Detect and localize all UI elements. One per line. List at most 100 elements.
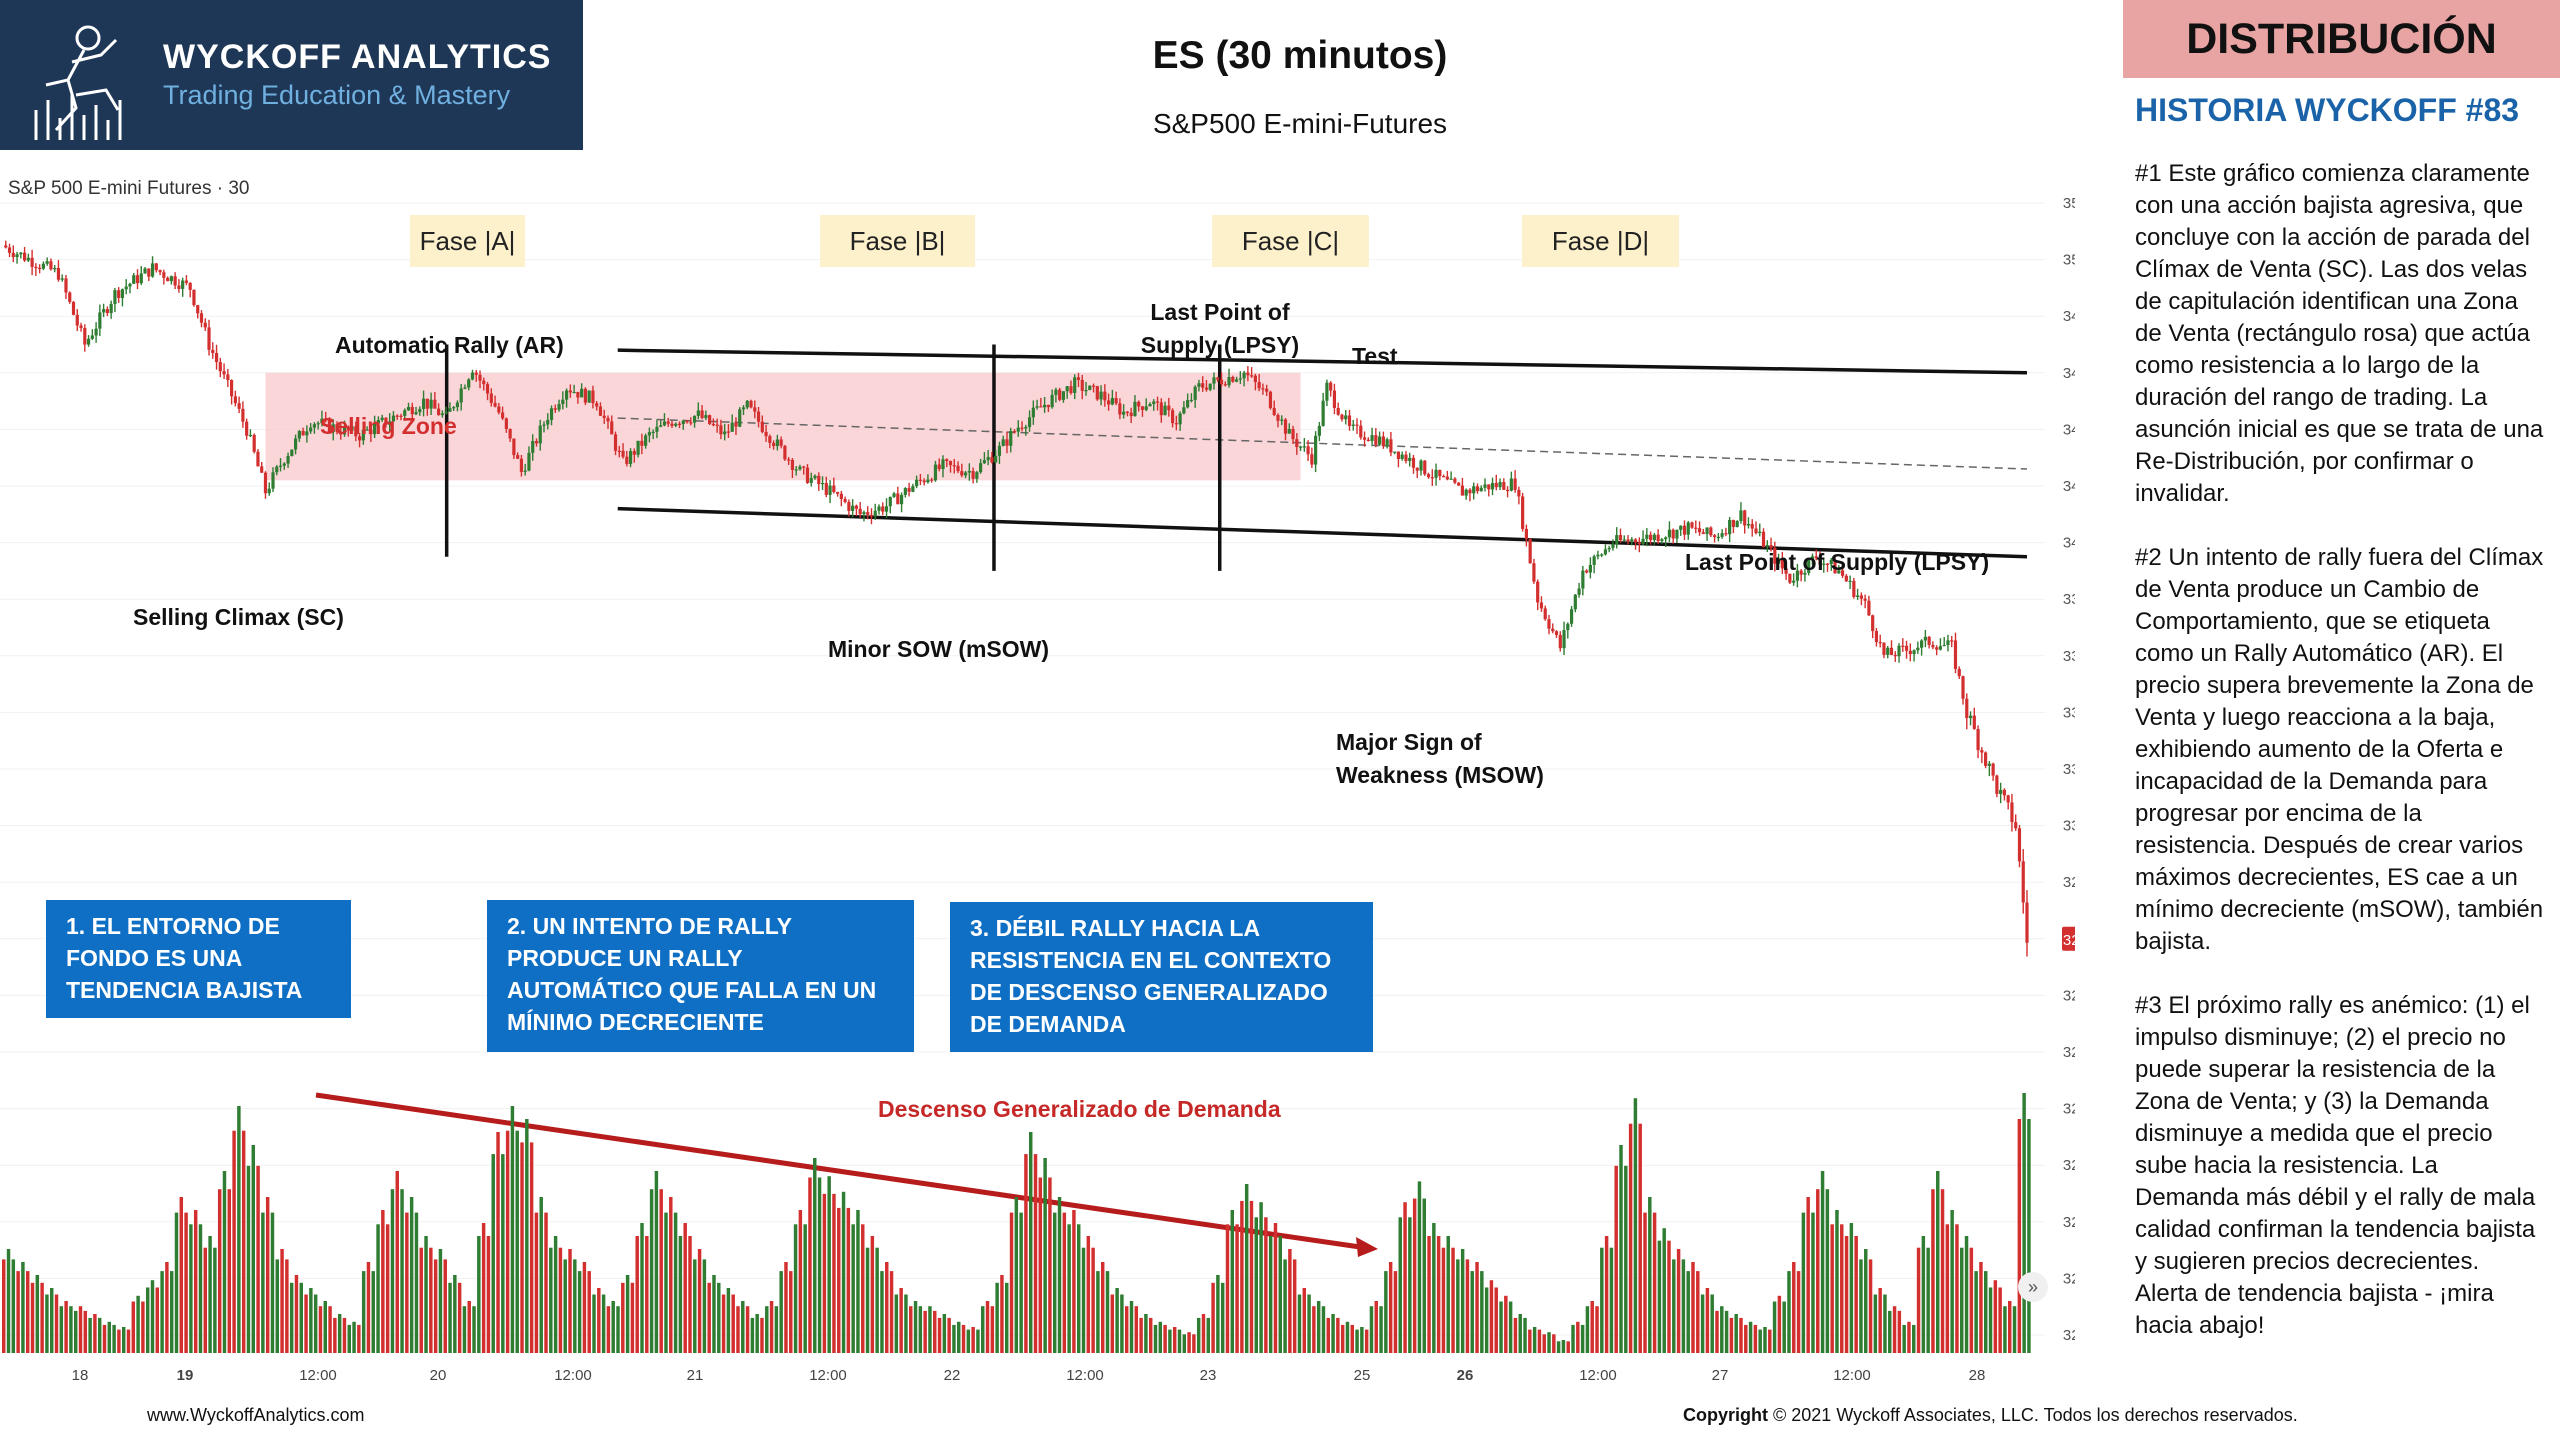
candle-body xyxy=(820,482,825,485)
candle-body xyxy=(681,420,685,424)
candle-body xyxy=(1347,415,1352,426)
candle-body xyxy=(305,431,309,436)
candle-body xyxy=(1460,485,1465,496)
candle-body xyxy=(1065,386,1069,392)
candle-body xyxy=(177,285,181,289)
candle-body xyxy=(49,261,53,270)
candle-body xyxy=(1054,389,1058,395)
candle-body xyxy=(218,362,222,372)
demand-arrow-head xyxy=(1356,1237,1378,1257)
candle-body xyxy=(933,464,938,481)
candle-body xyxy=(444,411,448,414)
volume-bar xyxy=(453,1275,457,1353)
volume-bar xyxy=(472,1306,476,1353)
volume-bar xyxy=(1398,1217,1402,1353)
ar-label: Automatic Rally (AR) xyxy=(335,332,564,358)
candle-body xyxy=(1204,387,1209,390)
candle-body xyxy=(406,406,411,411)
volume-bar xyxy=(525,1119,529,1353)
volume-bar xyxy=(1715,1310,1719,1353)
candle-body xyxy=(824,482,828,495)
volume-bar xyxy=(1422,1198,1426,1353)
candle-body xyxy=(1103,391,1107,401)
volume-bar xyxy=(1475,1262,1479,1353)
candle-body xyxy=(1321,400,1325,426)
candle-body xyxy=(779,439,783,446)
volume-bar xyxy=(1897,1310,1902,1353)
volume-bar xyxy=(702,1259,707,1353)
volume-bar xyxy=(481,1223,486,1353)
candle-body xyxy=(546,419,550,425)
volume-bar xyxy=(443,1259,447,1353)
volume-bar xyxy=(1331,1314,1335,1353)
volume-bar xyxy=(1403,1202,1407,1353)
y-tick-label: 3340.00 xyxy=(2063,704,2075,721)
volume-bar xyxy=(222,1171,227,1353)
y-tick-label: 3440.00 xyxy=(2063,421,2075,438)
candle-body xyxy=(150,263,155,277)
volume-bar xyxy=(318,1306,323,1353)
candle-body xyxy=(1656,534,1660,542)
volume-bar xyxy=(1614,1165,1618,1353)
volume-bar xyxy=(1427,1236,1431,1353)
range-midline xyxy=(617,417,2028,470)
volume-bar xyxy=(808,1177,812,1353)
volume-bar xyxy=(381,1210,385,1353)
volume-bar xyxy=(35,1275,40,1353)
candle-body xyxy=(1539,602,1544,609)
candle-body xyxy=(542,424,546,426)
story-title: HISTORIA WYCKOFF #83 xyxy=(2135,92,2520,128)
chart-title: ES (30 minutos) xyxy=(1152,34,1448,77)
y-tick-label: 3213.50 xyxy=(2063,1270,2075,1287)
candle-body xyxy=(64,278,68,293)
volume-bar xyxy=(793,1224,798,1353)
candle-body xyxy=(1298,446,1303,448)
sc-label: Selling Climax (SC) xyxy=(133,604,344,630)
candle-body xyxy=(708,415,712,424)
candle-body xyxy=(1152,401,1156,404)
candle-body xyxy=(497,406,501,413)
candle-body xyxy=(768,436,772,443)
candle-body xyxy=(346,426,350,431)
candle-body xyxy=(1603,549,1608,555)
volume-bar xyxy=(841,1191,846,1353)
volume-bar xyxy=(520,1142,524,1353)
candle-body xyxy=(94,328,98,336)
volume-bar xyxy=(1417,1181,1422,1353)
candle-body xyxy=(576,391,580,398)
candle-body xyxy=(907,488,911,492)
volume-bar xyxy=(1302,1288,1306,1353)
candle-body xyxy=(459,388,463,403)
candle-body xyxy=(1871,615,1875,632)
volume-bar xyxy=(1595,1306,1599,1353)
candle-body xyxy=(196,305,200,314)
volume-bar xyxy=(361,1271,366,1353)
candle-body xyxy=(1344,415,1348,420)
volume-bar xyxy=(1739,1317,1743,1353)
volume-bar xyxy=(1100,1262,1105,1353)
candle-body xyxy=(647,432,651,436)
scroll-right-button[interactable]: » xyxy=(2018,1272,2048,1302)
candle-body xyxy=(53,268,57,270)
volume-bar xyxy=(1264,1217,1268,1353)
candle-body xyxy=(670,423,674,426)
y-axis: 3520.00 3500.00 3480.00 3460.00 3440.00 3420.… xyxy=(2062,195,2075,1344)
volume-bar xyxy=(803,1224,807,1353)
volume-bar xyxy=(448,1282,452,1353)
candle-body xyxy=(640,440,644,446)
phase-d-label: Fase |D| xyxy=(1522,215,1679,267)
volume-bar xyxy=(1979,1262,1983,1353)
candle-body xyxy=(598,406,603,416)
candle-body xyxy=(1137,401,1141,407)
x-tick-label: 25 xyxy=(1354,1367,1371,1384)
candle-body xyxy=(2017,828,2022,862)
candle-body xyxy=(1423,460,1427,475)
candle-body xyxy=(952,465,956,467)
candle-body xyxy=(1261,388,1265,390)
candle-body xyxy=(508,429,512,439)
candle-body xyxy=(433,399,437,409)
candle-body xyxy=(1159,402,1163,416)
volume-bar xyxy=(409,1197,414,1353)
volume-bar xyxy=(625,1275,630,1353)
candle-body xyxy=(75,314,79,326)
